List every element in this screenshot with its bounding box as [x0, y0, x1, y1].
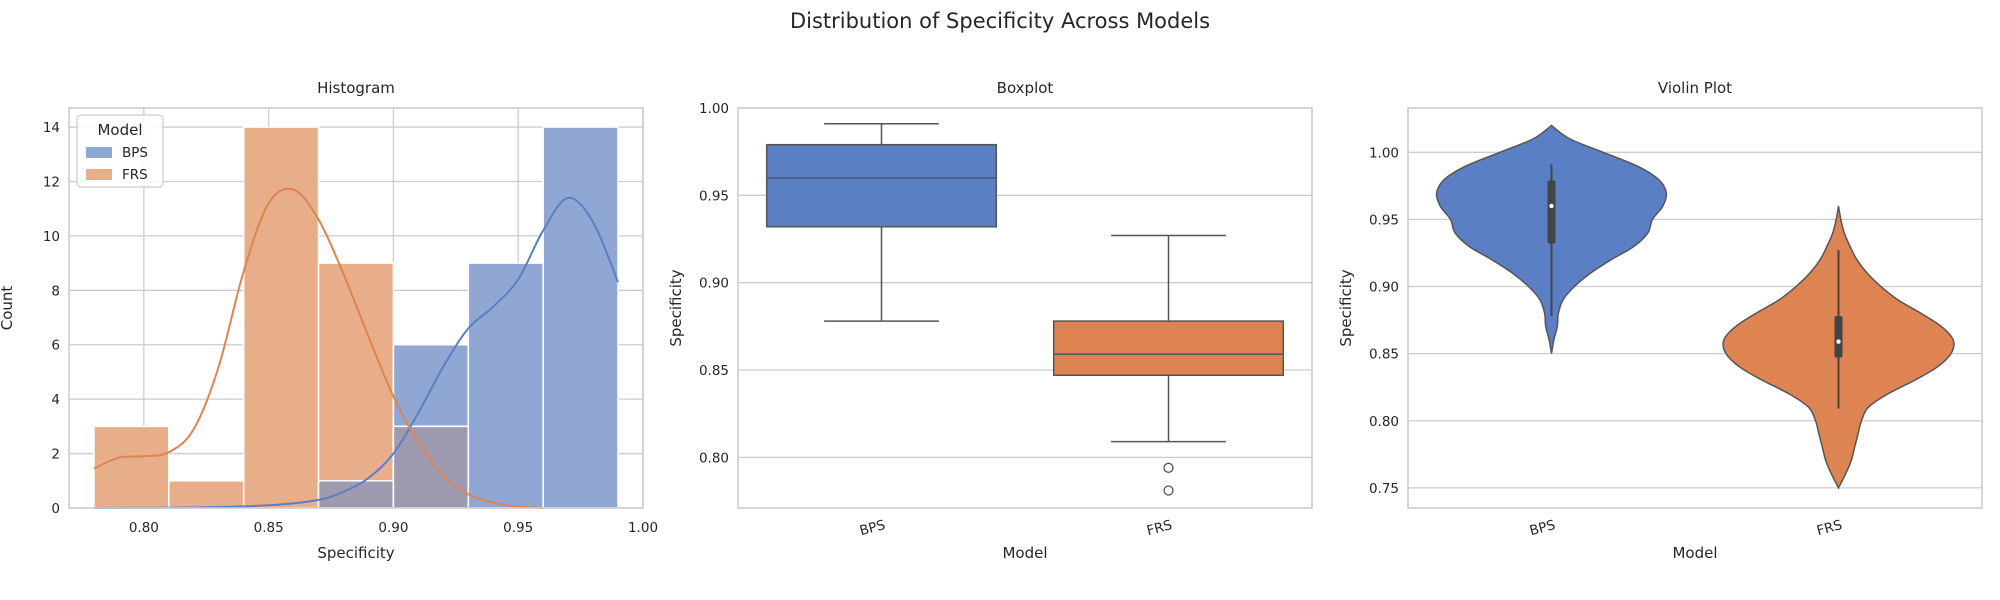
- plot-frame: [1407, 107, 1983, 509]
- x-tick-label: BPS: [858, 517, 887, 539]
- box-outlier: [1163, 462, 1174, 473]
- x-tick-label: 0.95: [503, 520, 533, 536]
- x-tick-label: 0.90: [378, 520, 408, 536]
- panel-title: Boxplot: [997, 79, 1054, 97]
- legend-label-frs: FRS: [122, 167, 148, 183]
- violin-plot-panel: 0.75 0.80 0.85 0.90 0.95 1.00 Violin Plot Model…: [1337, 79, 1983, 562]
- hist-bar-bps: [467, 262, 544, 509]
- violin-iqr-box: [1547, 180, 1556, 244]
- legend-swatch-frs: [86, 169, 112, 180]
- x-tick-label: 0.85: [254, 520, 284, 536]
- y-tick-label: 0.90: [1369, 280, 1399, 296]
- y-tick-label: 12: [43, 174, 60, 190]
- hist-bar-frs: [168, 480, 245, 509]
- box-outlier: [1163, 485, 1174, 496]
- violin-iqr-box: [1834, 316, 1843, 358]
- panel-title: Violin Plot: [1658, 79, 1732, 97]
- x-axis-label: Model: [1672, 544, 1717, 562]
- y-tick-label: 0.90: [699, 276, 729, 292]
- y-tick-label: 0.75: [1369, 481, 1399, 497]
- y-tick-label: 0.95: [1369, 212, 1399, 228]
- legend-label-bps: BPS: [122, 145, 148, 161]
- panel-title: Histogram: [317, 79, 395, 97]
- plot-frame: [68, 107, 644, 509]
- y-tick-label: 0.80: [699, 450, 729, 466]
- hist-bar-frs: [242, 126, 320, 509]
- y-tick-label: 0.85: [699, 363, 729, 379]
- y-tick-label: 8: [51, 283, 60, 299]
- x-axis-label: Model: [1002, 544, 1047, 562]
- x-tick-label: FRS: [1145, 517, 1174, 539]
- y-tick-label: 4: [51, 392, 60, 408]
- box-bps: [765, 143, 998, 228]
- y-tick-label: 1.00: [699, 101, 729, 117]
- y-axis-label: Specificity: [1337, 269, 1355, 346]
- y-tick-label: 10: [43, 229, 60, 245]
- legend-swatch-bps: [86, 147, 112, 158]
- hist-bar-bps: [542, 126, 619, 509]
- y-tick-label: 0.80: [1369, 414, 1399, 430]
- y-tick-label: 0: [51, 501, 60, 517]
- x-tick-label: FRS: [1815, 517, 1844, 539]
- y-tick-label: 1.00: [1369, 145, 1399, 161]
- hist-bar-frs: [93, 425, 170, 509]
- histogram-panel: 0.80 0.85 0.90 0.95 1.00 0 2 4 6 8 10 12 14 Histogram…: [0, 79, 658, 562]
- x-tick-label: BPS: [1528, 517, 1557, 539]
- legend-title: Model: [97, 121, 142, 139]
- y-tick-label: 6: [51, 338, 60, 354]
- y-tick-label: 14: [43, 120, 60, 136]
- box-frs: [1052, 320, 1285, 376]
- y-tick-label: 0.85: [1369, 347, 1399, 363]
- violin-median-marker: [1836, 339, 1841, 344]
- y-axis-label: Specificity: [667, 269, 685, 346]
- x-tick-label: 0.80: [129, 520, 159, 536]
- violin-median-marker: [1549, 203, 1554, 209]
- kde-line-frs: [93, 187, 544, 509]
- hist-bar-overlap: [392, 425, 470, 509]
- kde-line-bps: [93, 196, 619, 509]
- y-tick-label: 2: [51, 447, 60, 463]
- y-axis-label: Count: [0, 286, 16, 331]
- x-tick-label: 1.00: [628, 520, 658, 536]
- hist-bar-frs: [317, 262, 395, 509]
- boxplot-panel: 0.80 0.85 0.90 0.95 1.00 Boxplot Model Specific…: [667, 79, 1313, 562]
- plot-frame: [737, 107, 1313, 509]
- x-axis-label: Specificity: [317, 544, 394, 562]
- y-tick-label: 0.95: [699, 188, 729, 204]
- figure-title: Distribution of Specificity Across Model…: [790, 9, 1210, 33]
